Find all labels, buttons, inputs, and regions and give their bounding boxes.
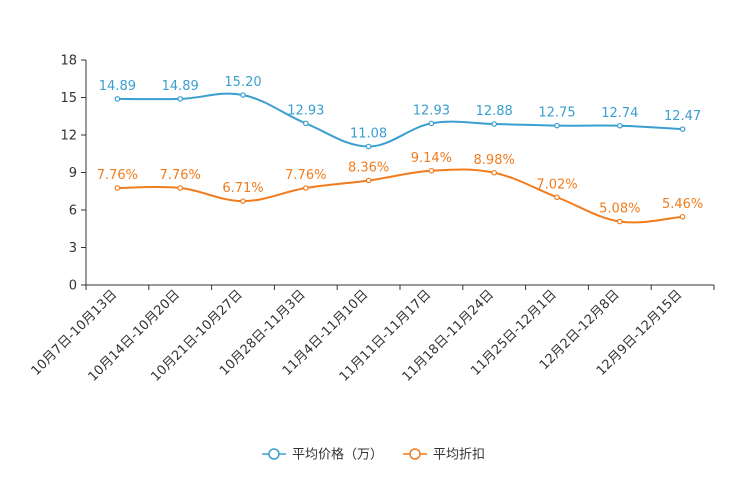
data-label: 8.36% — [348, 161, 389, 176]
y-tick-label: 6 — [69, 204, 77, 219]
data-label: 15.20 — [224, 75, 261, 90]
y-tick-label: 18 — [60, 54, 77, 69]
legend-item-1: 平均价格（万） — [262, 447, 383, 463]
y-tick-label: 15 — [60, 91, 77, 106]
data-label: 6.71% — [222, 181, 263, 196]
data-label: 8.98% — [474, 153, 515, 168]
data-point — [616, 218, 623, 225]
data-point — [240, 92, 246, 98]
data-label: 12.88 — [476, 104, 513, 119]
data-point — [302, 120, 309, 127]
data-label: 12.74 — [601, 106, 638, 121]
y-tick-label: 9 — [69, 166, 77, 181]
legend-label: 平均折扣 — [433, 448, 485, 463]
legend-swatch-marker — [268, 448, 280, 460]
data-label: 14.89 — [162, 79, 199, 94]
data-point — [491, 169, 498, 176]
data-label: 12.93 — [413, 103, 450, 118]
data-label: 5.46% — [662, 197, 703, 212]
y-tick-label: 3 — [69, 241, 77, 256]
data-label: 7.76% — [160, 168, 201, 183]
data-point — [616, 122, 623, 129]
legend-label: 平均价格（万） — [292, 447, 383, 463]
data-point — [114, 96, 121, 102]
y-tick-label: 12 — [60, 129, 77, 144]
data-point — [491, 121, 498, 127]
data-label: 7.02% — [536, 177, 577, 192]
data-label: 14.89 — [99, 79, 136, 94]
data-point — [428, 120, 435, 127]
data-point — [554, 194, 560, 201]
data-point — [679, 126, 686, 132]
series-line — [117, 168, 683, 224]
data-label: 11.08 — [350, 127, 387, 142]
data-point — [554, 122, 560, 129]
data-point — [177, 96, 184, 102]
data-point — [240, 198, 246, 204]
data-point — [428, 167, 435, 174]
data-point — [302, 185, 309, 191]
data-point — [114, 185, 121, 191]
data-label: 9.14% — [411, 151, 452, 166]
data-label: 5.08% — [599, 202, 640, 217]
data-label: 12.47 — [664, 109, 701, 124]
data-point — [679, 213, 686, 220]
y-tick-label: 0 — [69, 279, 77, 294]
data-point — [365, 143, 372, 150]
data-point — [177, 185, 184, 191]
series-2: 7.76% 7.76% 6.71% 7.76% 8.36% 9.14% 8.98% 7.02%… — [97, 151, 703, 225]
legend-item-2: 平均折扣 — [403, 448, 485, 463]
data-label: 7.76% — [97, 168, 138, 183]
legend-swatch-marker — [409, 448, 421, 460]
data-label: 12.93 — [287, 103, 324, 118]
series-line — [117, 92, 683, 148]
data-point — [365, 177, 372, 184]
data-label: 12.75 — [538, 106, 575, 121]
series-1: 14.89 14.89 15.20 12.93 11.08 12.93 12.88 12.75… — [99, 75, 701, 150]
data-label: 7.76% — [285, 168, 326, 183]
